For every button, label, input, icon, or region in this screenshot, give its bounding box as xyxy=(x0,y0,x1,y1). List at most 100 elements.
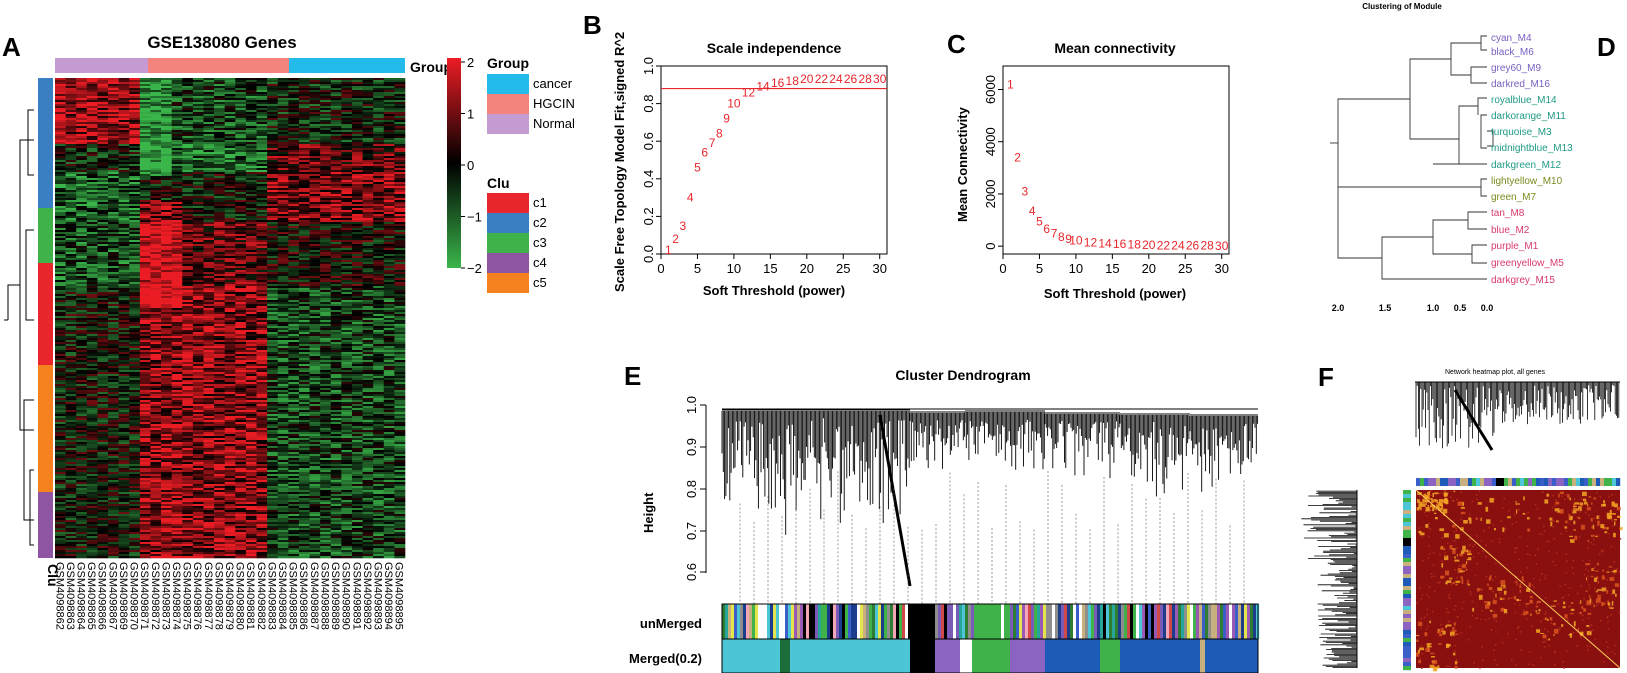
heatmap-cell xyxy=(150,168,162,171)
heatmap-cell xyxy=(86,374,98,377)
heatmap-cell xyxy=(320,226,332,229)
heatmap-cell xyxy=(192,98,204,101)
heatmap-cell xyxy=(320,234,332,237)
heatmap-cell xyxy=(320,348,332,351)
heatmap-cell xyxy=(267,210,279,213)
heatmap-cell xyxy=(309,348,321,351)
heatmap-cell xyxy=(182,204,194,207)
heatmap-cell xyxy=(362,332,374,335)
heatmap-cell xyxy=(192,334,204,337)
heatmap-cell xyxy=(108,104,119,107)
heatmap-cell xyxy=(341,204,353,207)
heatmap-cell xyxy=(288,174,300,177)
heatmap-cell xyxy=(65,140,77,143)
heatmap-cell xyxy=(182,288,194,291)
heatmap-cell xyxy=(97,200,109,203)
heatmap-cell xyxy=(267,80,279,83)
heatmap-cell xyxy=(394,294,406,297)
heatmap-cell xyxy=(394,346,406,349)
heatmap-cell xyxy=(108,130,119,133)
heatmap-cell xyxy=(97,132,109,135)
heatmap-cell xyxy=(394,136,406,139)
heatmap-cell xyxy=(288,82,300,85)
heatmap-cell xyxy=(351,96,363,99)
heatmap-cell xyxy=(182,186,194,189)
heatmap-cell xyxy=(341,116,353,119)
heatmap-cell xyxy=(214,112,225,115)
heatmap-cell xyxy=(214,140,225,143)
heatmap-cell xyxy=(161,102,172,105)
heatmap-cell xyxy=(203,160,215,163)
heatmap-cell xyxy=(224,92,236,95)
heatmap-cell xyxy=(108,142,119,145)
heatmap-cell xyxy=(55,368,66,371)
heatmap-cell xyxy=(224,274,236,277)
heatmap-cell xyxy=(55,306,66,309)
heatmap-cell xyxy=(118,96,130,99)
heatmap-cell xyxy=(182,192,194,195)
heatmap-cell xyxy=(161,236,172,239)
heatmap-cell xyxy=(118,212,130,215)
heatmap-cell xyxy=(182,98,194,101)
heatmap-cell xyxy=(277,112,289,115)
heatmap-cell xyxy=(129,188,141,191)
heatmap-cell xyxy=(97,188,109,191)
heatmap-cell xyxy=(351,142,363,145)
heatmap-cell xyxy=(224,370,236,373)
heatmap-cell xyxy=(267,376,279,379)
heatmap-cell xyxy=(383,304,395,307)
heatmap-cell xyxy=(129,252,141,255)
heatmap-cell xyxy=(383,236,395,239)
heatmap-cell xyxy=(129,96,141,99)
heatmap-cell xyxy=(182,78,194,81)
heatmap-cell xyxy=(161,274,172,277)
heatmap-cell xyxy=(394,236,406,239)
heatmap-cell xyxy=(150,360,162,363)
heatmap-cell xyxy=(351,200,363,203)
heatmap-cell xyxy=(214,194,225,197)
heatmap-cell xyxy=(256,352,268,355)
heatmap-cell xyxy=(161,246,172,249)
heatmap-cell xyxy=(320,374,332,377)
heatmap-cell xyxy=(108,228,119,231)
heatmap-cell xyxy=(55,326,66,329)
heatmap-cell xyxy=(118,126,130,129)
heatmap-cell xyxy=(394,234,406,237)
heatmap-cell xyxy=(214,92,225,95)
heatmap-cell xyxy=(203,330,215,333)
heatmap-cell xyxy=(161,208,172,211)
heatmap-cell xyxy=(394,328,406,331)
heatmap-cell xyxy=(150,106,162,109)
heatmap-cell xyxy=(351,198,363,201)
heatmap-cell xyxy=(55,96,66,99)
heatmap-cell xyxy=(139,302,151,305)
heatmap-cell xyxy=(267,296,279,299)
heatmap-cell xyxy=(277,204,289,207)
heatmap-cell xyxy=(76,324,88,327)
heatmap-cell xyxy=(383,170,395,173)
heatmap-cell xyxy=(214,84,225,87)
heatmap-cell xyxy=(341,374,353,377)
heatmap-cell xyxy=(76,328,88,331)
heatmap-cell xyxy=(214,106,225,109)
heatmap-cell xyxy=(214,220,225,223)
heatmap-cell xyxy=(192,290,204,293)
heatmap-cell xyxy=(76,160,88,163)
heatmap-cell xyxy=(277,290,289,293)
heatmap-cell xyxy=(373,240,385,243)
heatmap-cell xyxy=(235,260,247,263)
heatmap-cell xyxy=(351,302,363,305)
heatmap-cell xyxy=(214,206,225,209)
heatmap-cell xyxy=(383,126,395,129)
heatmap-cell xyxy=(108,96,119,99)
heatmap-cell xyxy=(330,298,342,301)
heatmap-cell xyxy=(182,272,194,275)
heatmap-cell xyxy=(108,302,119,305)
heatmap-cell xyxy=(97,156,109,159)
heatmap-cell xyxy=(277,278,289,281)
heatmap-cell xyxy=(245,196,257,199)
heatmap-cell xyxy=(235,354,247,357)
heatmap-cell xyxy=(267,318,279,321)
heatmap-cell xyxy=(351,116,363,119)
heatmap-cell xyxy=(320,210,332,213)
